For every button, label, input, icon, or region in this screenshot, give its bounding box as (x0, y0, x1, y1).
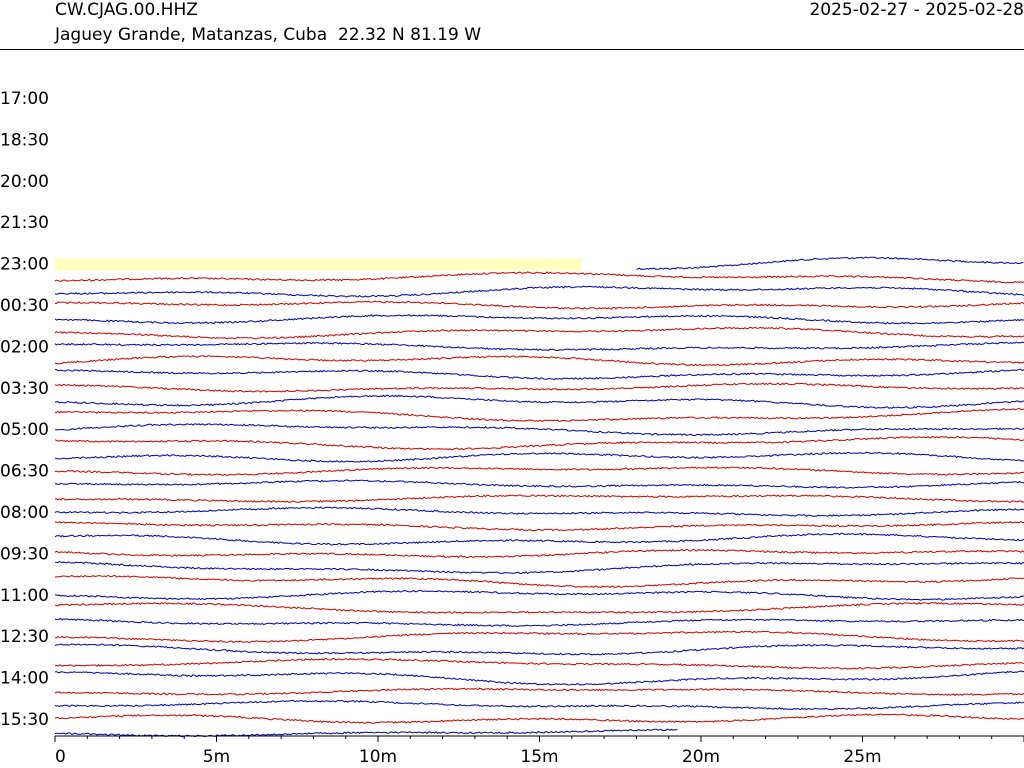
x-tick-label: 15m (520, 747, 558, 767)
trace-0200 (54, 341, 1024, 352)
trace-0900 (54, 532, 1024, 546)
trace-1300 (54, 643, 1024, 656)
trace-1530 (54, 713, 1024, 724)
y-tick-label: 03:30 (0, 379, 49, 399)
trace-0400 (54, 394, 1024, 409)
trace-1430 (54, 687, 1024, 697)
trace-0100 (54, 314, 1024, 325)
y-tick-label: 05:00 (0, 420, 49, 440)
trace-0030 (54, 300, 1024, 310)
y-tick-label: 09:30 (0, 544, 49, 564)
trace-0300 (55, 368, 1024, 380)
y-tick-label: 18:30 (0, 130, 49, 150)
x-tick-label: 10m (359, 747, 397, 767)
date-range: 2025-02-27 - 2025-02-28 (809, 0, 1024, 20)
trace-0630 (54, 466, 1024, 476)
x-tick-label: 5m (203, 747, 230, 767)
trace-1100 (54, 589, 1024, 601)
trace-0830 (54, 520, 1024, 532)
trace-0330 (54, 382, 1024, 393)
trace-2330 (54, 271, 1024, 284)
x-tick-label: 0 (55, 747, 66, 767)
trace-0000 (54, 285, 1024, 298)
y-tick-label: 08:00 (0, 503, 49, 523)
x-axis: 0 5m 10m 15m 20m 25m (54, 735, 1024, 767)
data-gap-highlight (55, 258, 582, 271)
trace-0130 (54, 326, 1024, 340)
trace-0930 (54, 548, 1024, 559)
trace-1200 (54, 617, 1024, 627)
trace-0500 (54, 423, 1024, 437)
trace-0700 (54, 479, 1024, 489)
trace-1330 (54, 657, 1024, 670)
trace-0800 (54, 506, 1024, 517)
trace-1230 (54, 630, 1024, 644)
y-tick-label: 02:00 (0, 337, 49, 357)
trace-1500 (54, 699, 1024, 711)
data-gap-layer (55, 258, 582, 271)
trace-1600 (54, 728, 678, 738)
y-tick-label: 17:00 (0, 89, 49, 109)
trace-1130 (54, 601, 1024, 614)
trace-1400 (54, 670, 1024, 686)
y-tick-label: 20:00 (0, 172, 49, 192)
x-tick-label: 20m (682, 747, 720, 767)
y-tick-label: 21:30 (0, 213, 49, 233)
y-tick-label: 11:00 (0, 586, 49, 606)
trace-1030 (54, 574, 1024, 589)
y-tick-label: 23:00 (0, 255, 49, 275)
y-tick-label: 12:30 (0, 627, 49, 647)
trace-0730 (54, 494, 1024, 504)
seismic-traces (54, 256, 1024, 738)
station-location: Jaguey Grande, Matanzas, Cuba 22.32 N 81… (55, 25, 482, 45)
y-axis-labels: 17:00 18:30 20:00 21:30 23:00 00:30 02:00 03:30… (0, 89, 49, 730)
y-tick-label: 15:30 (0, 710, 49, 730)
y-tick-label: 06:30 (0, 462, 49, 482)
station-code: CW.CJAG.00.HHZ (55, 0, 198, 20)
trace-0230 (54, 354, 1024, 367)
trace-0600 (54, 451, 1024, 463)
x-tick-label: 25m (843, 747, 881, 767)
trace-0430 (54, 407, 1024, 423)
trace-1000 (54, 560, 1024, 575)
y-tick-label: 14:00 (0, 669, 49, 689)
y-tick-label: 00:30 (0, 296, 49, 316)
header-divider (0, 49, 1024, 50)
trace-0530 (54, 435, 1024, 451)
trace-2300 (636, 256, 1024, 270)
